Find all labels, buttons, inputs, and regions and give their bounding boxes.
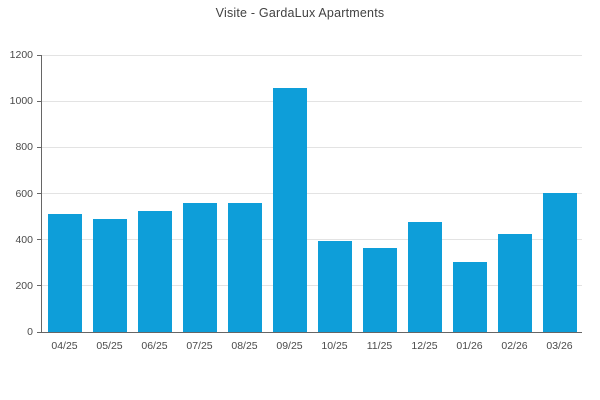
- y-tick-mark: [37, 239, 41, 241]
- y-tick-label: 400: [15, 233, 33, 246]
- y-tick-label: 200: [15, 279, 33, 292]
- y-tick-mark: [37, 193, 41, 194]
- gridline-y-1000: [42, 100, 582, 102]
- y-tick-label: 1200: [9, 49, 33, 61]
- bar-06/25: [137, 211, 172, 332]
- y-tick-mark: [37, 331, 41, 333]
- x-tick-label: 03/26: [546, 340, 573, 352]
- bar-01/26: [452, 262, 487, 332]
- x-tick-label: 04/25: [51, 340, 78, 352]
- bar-04/25: [47, 214, 82, 332]
- gridline-y-600: [42, 193, 582, 194]
- bar-10/25: [317, 241, 352, 332]
- gridline-y-800: [42, 146, 582, 148]
- bar-02/26: [497, 234, 532, 332]
- gridline-y-400: [42, 239, 582, 241]
- y-tick-mark: [37, 54, 41, 56]
- x-tick-label: 11/25: [366, 340, 393, 352]
- bar-08/25: [227, 203, 262, 332]
- y-tick-label: 1000: [9, 95, 33, 108]
- x-tick-label: 09/25: [276, 340, 303, 352]
- x-tick-label: 08/25: [231, 340, 258, 352]
- plot-area: [41, 54, 582, 333]
- x-tick-label: 01/26: [456, 340, 483, 352]
- bar-05/25: [92, 219, 127, 332]
- bar-07/25: [182, 203, 217, 332]
- y-tick-mark: [37, 100, 41, 102]
- y-tick-label: 800: [15, 141, 33, 154]
- bar-09/25: [272, 88, 307, 332]
- x-tick-label: 06/25: [141, 340, 168, 352]
- y-tick-mark: [37, 285, 41, 287]
- x-tick-label: 10/25: [321, 340, 348, 352]
- bar-11/25: [362, 248, 397, 332]
- bar-03/26: [542, 193, 577, 332]
- bar-12/25: [407, 222, 442, 332]
- chart-title: Visite - GardaLux Apartments: [215, 6, 385, 20]
- gridline-y-200: [42, 285, 582, 287]
- y-tick-mark: [37, 146, 41, 148]
- y-axis-line: [41, 55, 42, 333]
- y-tick-label: 600: [15, 187, 33, 200]
- x-tick-label: 12/25: [411, 340, 438, 352]
- x-axis-line: [41, 332, 582, 333]
- x-tick-label: 02/26: [501, 340, 528, 352]
- y-tick-label: 0: [27, 326, 33, 338]
- x-tick-label: 07/25: [186, 340, 213, 352]
- x-tick-label: 05/25: [96, 340, 123, 352]
- gridline-y-1200: [42, 54, 582, 56]
